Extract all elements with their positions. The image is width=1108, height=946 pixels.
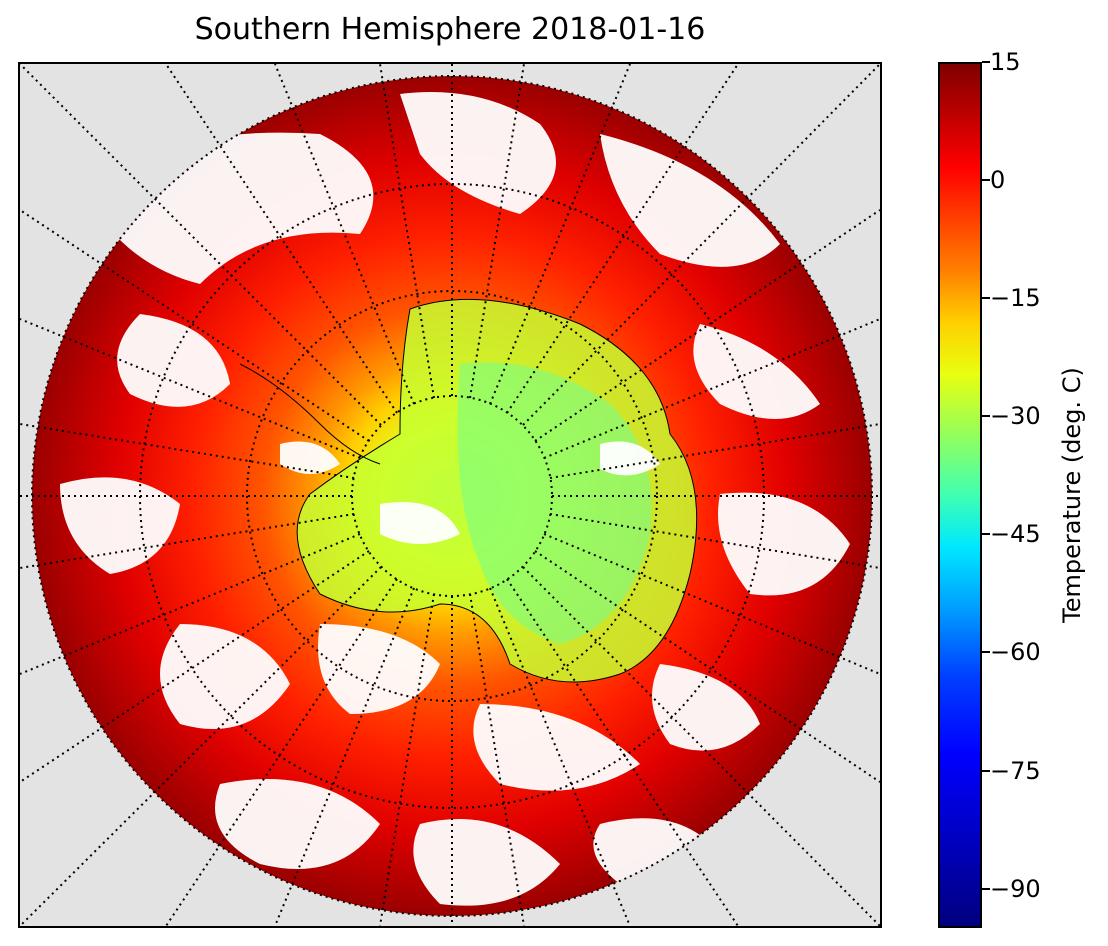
colorbar-tick-label: −90 — [990, 874, 1041, 903]
colorbar — [938, 62, 982, 928]
colorbar-tick-label: 0 — [990, 166, 1006, 195]
colorbar-tick — [982, 769, 990, 772]
colorbar-tick — [982, 887, 990, 890]
colorbar-tick-label: −60 — [990, 638, 1041, 667]
colorbar-tick-label: 15 — [990, 48, 1021, 76]
colorbar-tick — [982, 415, 990, 418]
colorbar-tick — [982, 179, 990, 182]
map-title: Southern Hemisphere 2018-01-16 — [194, 12, 706, 47]
polar-map — [18, 62, 882, 928]
colorbar-tick — [982, 533, 990, 536]
colorbar-tick — [982, 297, 990, 300]
colorbar-tick-label: −75 — [990, 756, 1041, 785]
graticule — [20, 64, 880, 926]
colorbar-tick — [982, 61, 990, 63]
colorbar-tick-label: −15 — [990, 284, 1041, 313]
polar-map-svg — [20, 64, 880, 926]
colorbar-tick-label: −30 — [990, 402, 1041, 431]
colorbar-tick-label: −45 — [990, 520, 1041, 549]
colorbar-label: Temperature (deg. C) — [1058, 367, 1086, 623]
colorbar-tick — [982, 651, 990, 654]
